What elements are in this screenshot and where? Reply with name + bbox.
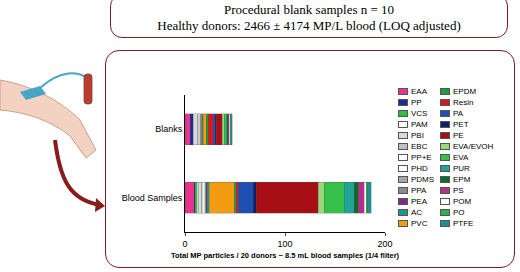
svg-text:200: 200 (377, 239, 392, 249)
svg-text:Blanks: Blanks (155, 124, 183, 134)
html-text:PO: PO (453, 208, 465, 217)
svg-text:0: 0 (182, 239, 187, 249)
html-text:PAM: PAM (411, 120, 428, 129)
html-text:PVC: PVC (411, 219, 428, 228)
html-text:EVA: EVA (453, 153, 469, 162)
html-text:PET: PET (453, 120, 469, 129)
svg-text:Blood Samples: Blood Samples (122, 193, 183, 203)
svg-text:100: 100 (277, 239, 292, 249)
html-text:Procedural blank samples n = 1: Procedural blank samples n = 10 (223, 2, 395, 17)
html-text:PP: PP (411, 98, 422, 107)
html-text:PE: PE (453, 131, 464, 140)
html-text:PS: PS (453, 186, 464, 195)
html-text:Resin: Resin (453, 98, 474, 107)
html-text:PP+E: PP+E (411, 153, 432, 162)
html-text:PEA: PEA (411, 197, 427, 206)
html-text:PBI: PBI (411, 131, 424, 140)
html-text:VCS: VCS (411, 109, 428, 118)
html-text:EPM: EPM (453, 175, 471, 184)
html-text:EBC: EBC (411, 142, 428, 151)
html-text:EPDM: EPDM (453, 87, 477, 96)
html-text:PUR: PUR (453, 164, 470, 173)
html-text:PPA: PPA (411, 186, 427, 195)
html-text:EVA/EVOH: EVA/EVOH (453, 142, 494, 151)
html-text:PDMS: PDMS (411, 175, 435, 184)
html-text:PHD: PHD (411, 164, 428, 173)
html-text:Healthy donors: 2466 ± 4174 MP: Healthy donors: 2466 ± 4174 MP/L blood (… (157, 18, 461, 33)
svg-text:Total MP particles / 20 donors: Total MP particles / 20 donors ~ 8.5 mL … (171, 251, 400, 260)
html-text:AC: AC (411, 208, 423, 217)
html-text:PA: PA (453, 109, 464, 118)
html-text:EAA: EAA (411, 87, 427, 96)
html-text:PTFE: PTFE (453, 219, 474, 228)
html-text:POM: POM (453, 197, 472, 206)
